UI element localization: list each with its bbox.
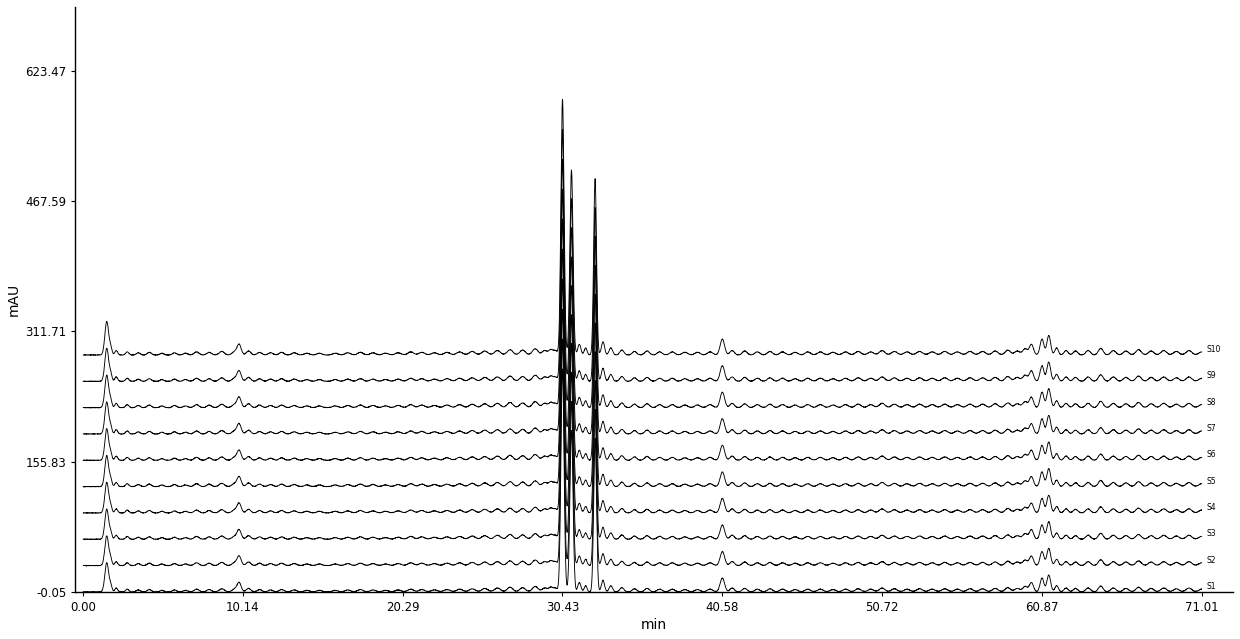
Text: S2: S2 [1207,556,1215,565]
Text: S3: S3 [1207,529,1216,539]
Text: S9: S9 [1207,371,1216,380]
Text: S1: S1 [1207,582,1215,591]
Text: S4: S4 [1207,503,1216,512]
Text: S6: S6 [1207,450,1216,459]
Text: S10: S10 [1207,345,1220,354]
Text: S8: S8 [1207,398,1215,407]
X-axis label: min: min [641,618,667,632]
Text: S5: S5 [1207,477,1216,486]
Text: S7: S7 [1207,424,1216,433]
Y-axis label: mAU: mAU [7,283,21,316]
